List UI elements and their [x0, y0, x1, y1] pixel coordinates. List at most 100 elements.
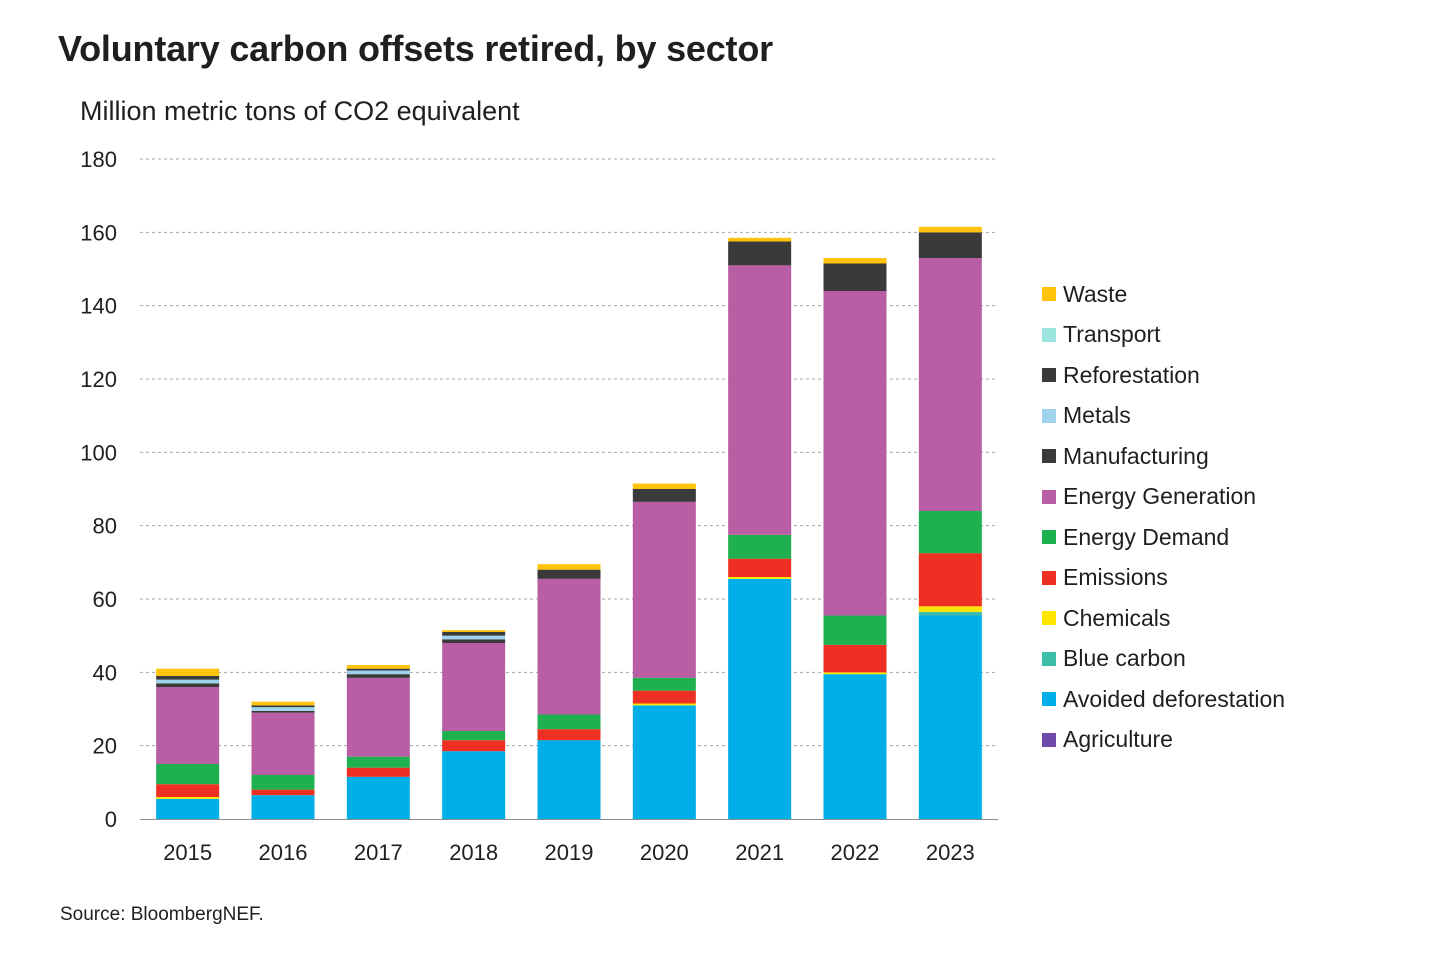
bar-segment-energy-generation — [632, 501, 696, 678]
legend-swatch — [1042, 651, 1056, 666]
legend-label: Energy Demand — [1063, 523, 1230, 550]
bar-stack-2023 — [918, 226, 982, 819]
bar-segment-energy-generation — [251, 712, 315, 775]
chart-title: Voluntary carbon offsets retired, by sec… — [58, 28, 773, 69]
bar-segment-blue-carbon — [918, 611, 982, 616]
y-tick-label: 160 — [80, 220, 117, 245]
legend-item: Emissions — [1042, 558, 1285, 599]
y-tick-label: 60 — [93, 587, 117, 612]
bar-segment-energy-demand — [918, 511, 982, 554]
y-tick-label: 120 — [80, 367, 117, 392]
bar-stack-2018 — [442, 630, 506, 819]
legend-swatch — [1042, 530, 1056, 545]
bar-segment-manufacturing — [251, 710, 315, 713]
legend-item: Metals — [1042, 396, 1285, 437]
y-tick-label: 80 — [93, 514, 117, 539]
bar-segment-avoided-deforestation — [346, 776, 410, 819]
bar-segment-energy-generation — [537, 578, 601, 715]
bar-stack-2015 — [156, 668, 220, 819]
legend-item: Blue carbon — [1042, 639, 1285, 680]
legend-label: Avoided deforestation — [1063, 685, 1286, 712]
y-tick-label: 180 — [80, 147, 117, 172]
bar-segment-avoided-deforestation — [632, 705, 696, 819]
legend-label: Manufacturing — [1063, 442, 1209, 469]
bar-segment-emissions — [251, 789, 315, 796]
bar-segment-reforestation — [156, 676, 220, 680]
legend-label: Transport — [1063, 321, 1161, 348]
bar-segment-waste — [918, 226, 982, 233]
bar-segment-emissions — [918, 553, 982, 607]
bar-segment-waste — [823, 258, 887, 264]
bar-segment-energy-generation — [442, 643, 506, 731]
x-tick-label: 2018 — [449, 840, 498, 865]
bar-segment-energy-demand — [537, 714, 601, 730]
x-axis-ticks: 2015 2016 2017 2018 2019 2020 2021 2022 2023 — [163, 840, 975, 865]
y-tick-label: 140 — [80, 294, 117, 319]
legend-item: Agriculture — [1042, 720, 1285, 761]
bar-segment-chemicals — [728, 577, 792, 579]
legend-swatch — [1042, 489, 1056, 504]
legend-item: Waste — [1042, 274, 1285, 315]
y-axis-label: Million metric tons of CO2 equivalent — [80, 96, 520, 126]
bar-segment-energy-demand — [632, 677, 696, 691]
bar-segment-chemicals — [823, 672, 887, 675]
legend-label: Chemicals — [1063, 604, 1171, 631]
legend-item: Transport — [1042, 315, 1285, 356]
bar-segment-reforestation — [537, 569, 601, 577]
legend-swatch — [1042, 570, 1056, 585]
bar-stack-2020 — [632, 483, 696, 819]
bar-segment-reforestation — [918, 232, 982, 258]
bar-segment-emissions — [346, 767, 410, 777]
bar-segment-energy-demand — [823, 615, 887, 645]
legend-swatch — [1042, 368, 1056, 383]
legend-item: Chemicals — [1042, 598, 1285, 639]
bar-segment-avoided-deforestation — [251, 795, 315, 819]
bar-segment-avoided-deforestation — [442, 751, 506, 819]
bar-segment-manufacturing — [442, 639, 506, 643]
bar-segment-metals — [251, 707, 315, 711]
y-tick-label: 40 — [93, 660, 117, 685]
legend-label: Emissions — [1063, 564, 1168, 591]
bar-segment-emissions — [537, 729, 601, 741]
bar-segment-emissions — [156, 784, 220, 797]
legend-swatch — [1042, 327, 1056, 342]
bar-segment-reforestation — [632, 489, 696, 502]
bar-segment-waste — [251, 701, 315, 706]
bar-segment-emissions — [442, 740, 506, 752]
bar-segment-manufacturing — [537, 577, 601, 579]
bar-segment-reforestation — [823, 263, 887, 291]
bar-stack-2022 — [823, 258, 887, 819]
chart-legend: Waste Transport Reforestation Metals Manufac… — [1042, 274, 1285, 760]
bar-stack-2021 — [728, 237, 792, 819]
legend-label: Blue carbon — [1063, 645, 1186, 672]
legend-item: Energy Generation — [1042, 477, 1285, 518]
x-tick-label: 2023 — [926, 840, 975, 865]
bar-segment-avoided-deforestation — [918, 615, 982, 819]
legend-swatch — [1042, 692, 1056, 707]
legend-swatch — [1042, 611, 1056, 626]
bar-segment-waste — [156, 668, 220, 676]
bars — [156, 226, 982, 819]
legend-label: Energy Generation — [1063, 483, 1257, 510]
x-tick-label: 2022 — [831, 840, 880, 865]
x-tick-label: 2015 — [163, 840, 212, 865]
y-tick-label: 100 — [80, 440, 117, 465]
source-note: Source: BloombergNEF. — [60, 904, 264, 925]
legend-swatch — [1042, 732, 1056, 747]
bar-segment-energy-generation — [346, 677, 410, 757]
legend-label: Agriculture — [1063, 726, 1173, 753]
bar-segment-energy-generation — [918, 258, 982, 511]
x-tick-label: 2020 — [640, 840, 689, 865]
x-tick-label: 2021 — [735, 840, 784, 865]
bar-segment-chemicals — [156, 797, 220, 799]
bar-segment-reforestation — [442, 632, 506, 636]
y-tick-label: 0 — [105, 807, 117, 832]
legend-item: Manufacturing — [1042, 436, 1285, 477]
bar-segment-metals — [442, 635, 506, 640]
legend-item: Energy Demand — [1042, 517, 1285, 558]
bar-segment-reforestation — [346, 668, 410, 671]
x-tick-label: 2016 — [259, 840, 308, 865]
y-axis-ticks: 0 20 40 60 80 100 120 140 160 180 — [80, 147, 117, 832]
bar-segment-chemicals — [632, 703, 696, 706]
